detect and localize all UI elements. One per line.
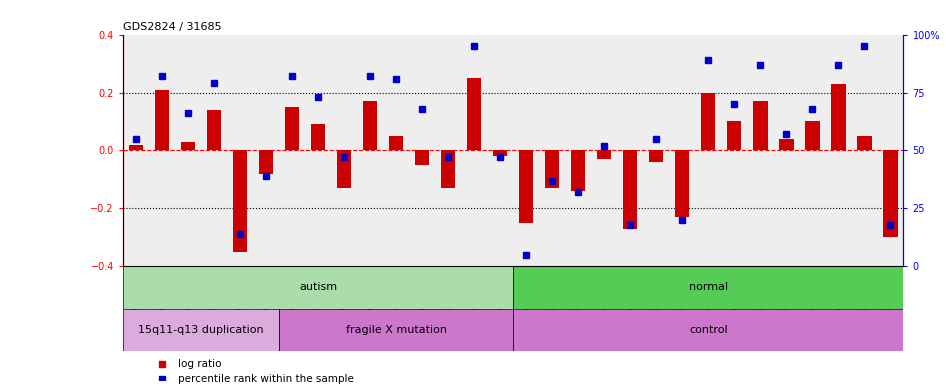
Bar xyxy=(597,151,611,159)
Bar xyxy=(545,151,559,188)
Bar xyxy=(207,110,221,151)
Bar xyxy=(513,266,903,308)
Bar xyxy=(675,151,690,217)
Text: percentile rank within the sample: percentile rank within the sample xyxy=(178,374,354,384)
Bar xyxy=(493,151,507,156)
Bar xyxy=(649,151,663,162)
Bar xyxy=(123,308,279,351)
Bar xyxy=(123,266,513,308)
Bar xyxy=(780,139,794,151)
Bar xyxy=(753,101,767,151)
Bar xyxy=(623,151,638,229)
Bar xyxy=(805,121,819,151)
Text: fragile X mutation: fragile X mutation xyxy=(345,324,447,334)
Bar xyxy=(727,121,742,151)
Bar xyxy=(441,151,455,188)
Bar xyxy=(415,151,429,165)
Bar xyxy=(701,93,715,151)
Bar xyxy=(155,89,169,151)
Bar xyxy=(181,142,195,151)
Bar xyxy=(467,78,482,151)
Bar xyxy=(285,107,299,151)
Text: autism: autism xyxy=(299,283,337,293)
Bar xyxy=(519,151,534,223)
Text: log ratio: log ratio xyxy=(178,359,221,369)
Bar xyxy=(389,136,403,151)
Text: control: control xyxy=(689,324,727,334)
Bar xyxy=(832,84,846,151)
Bar xyxy=(884,151,898,237)
Text: normal: normal xyxy=(689,283,727,293)
Bar xyxy=(279,308,513,351)
Text: 15q11-q13 duplication: 15q11-q13 duplication xyxy=(138,324,264,334)
Bar xyxy=(857,136,871,151)
Bar xyxy=(363,101,377,151)
Bar xyxy=(233,151,247,252)
Bar xyxy=(513,308,903,351)
Bar xyxy=(571,151,586,191)
Bar xyxy=(259,151,273,174)
Bar xyxy=(337,151,351,188)
Bar xyxy=(129,145,143,151)
Text: GDS2824 / 31685: GDS2824 / 31685 xyxy=(123,22,221,32)
Bar xyxy=(311,124,325,151)
